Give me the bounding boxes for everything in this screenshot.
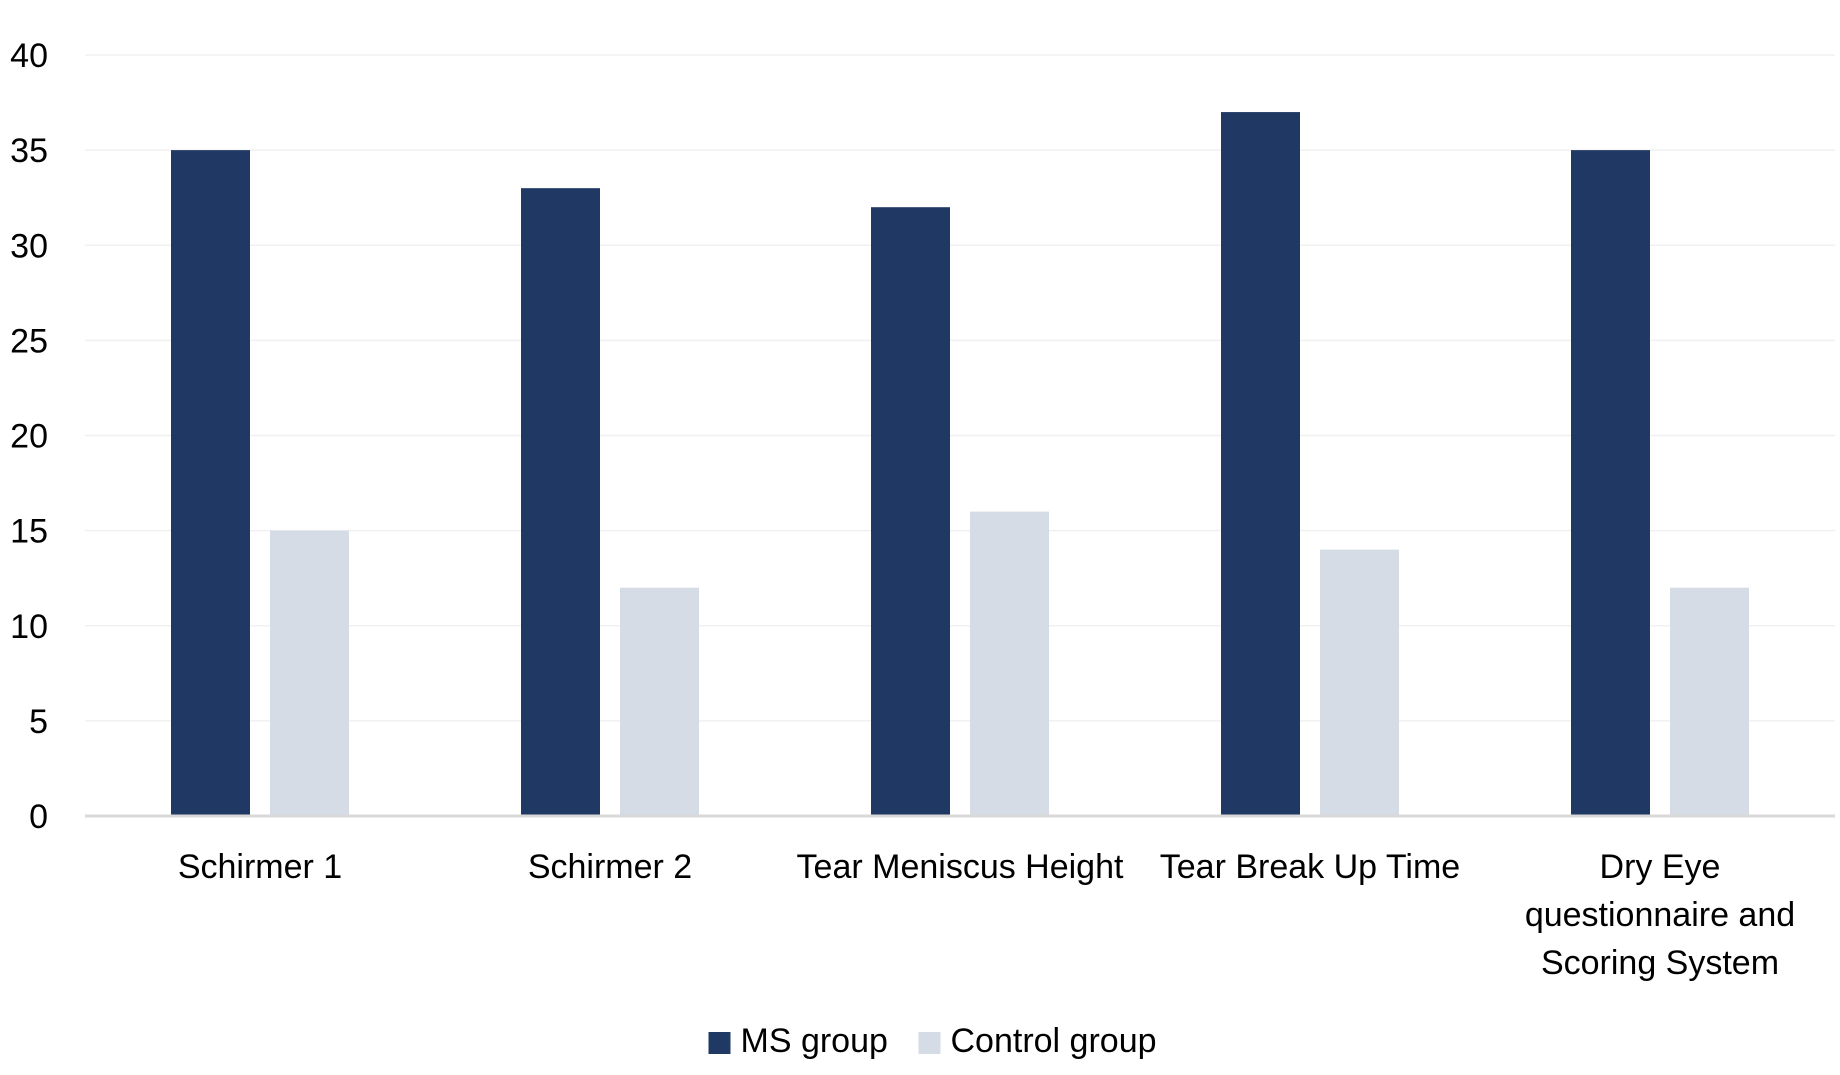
- y-tick-label: 0: [29, 798, 48, 836]
- bar-control-group: [970, 511, 1049, 816]
- x-category-label: Schirmer 1: [178, 848, 342, 886]
- legend-label-control-group: Control group: [951, 1022, 1157, 1060]
- x-category-label-line: Scoring System: [1541, 944, 1779, 982]
- bar-control-group: [270, 530, 349, 816]
- y-tick-label: 25: [10, 322, 48, 360]
- y-axis-tick-labels: 0 5 10 15 20 25 30 35 40: [10, 37, 48, 836]
- x-category-label: Schirmer 2: [528, 848, 692, 886]
- bar-ms-group: [521, 188, 600, 817]
- y-tick-label: 20: [10, 418, 48, 456]
- gridlines: [85, 54, 1835, 722]
- bar-ms-group: [1221, 112, 1300, 816]
- x-category-label-line: questionnaire and: [1525, 896, 1795, 934]
- y-tick-label: 15: [10, 513, 48, 551]
- x-category-label: Tear Break Up Time: [1160, 848, 1460, 886]
- x-category-label: Dry Eye questionnaire and Scoring System: [1525, 848, 1795, 982]
- x-category-label-line: Tear Break Up Time: [1160, 848, 1460, 886]
- bar-ms-group: [1571, 150, 1650, 816]
- x-category-label-line: Schirmer 1: [178, 848, 342, 886]
- legend-swatch-control-group: [918, 1032, 941, 1054]
- y-tick-label: 40: [10, 37, 48, 75]
- y-tick-label: 5: [29, 703, 48, 741]
- y-tick-label: 10: [10, 608, 48, 646]
- bar-ms-group: [871, 207, 950, 816]
- legend: MS group Control group: [708, 1022, 1157, 1060]
- x-category-label: Tear Meniscus Height: [797, 848, 1124, 886]
- x-category-label-line: Dry Eye: [1600, 848, 1721, 886]
- bar-control-group: [620, 587, 699, 816]
- bars: [171, 112, 1749, 817]
- y-tick-label: 30: [10, 227, 48, 265]
- legend-label-ms-group: MS group: [741, 1022, 888, 1060]
- x-category-label-line: Schirmer 2: [528, 848, 692, 886]
- legend-swatch-ms-group: [708, 1032, 731, 1054]
- x-axis-category-labels: Schirmer 1 Schirmer 2 Tear Meniscus Height…: [178, 848, 1795, 982]
- y-tick-label: 35: [10, 132, 48, 170]
- bar-control-group: [1670, 587, 1749, 816]
- bar-control-group: [1320, 549, 1399, 816]
- bar-ms-group: [171, 150, 250, 816]
- x-category-label-line: Tear Meniscus Height: [797, 848, 1124, 886]
